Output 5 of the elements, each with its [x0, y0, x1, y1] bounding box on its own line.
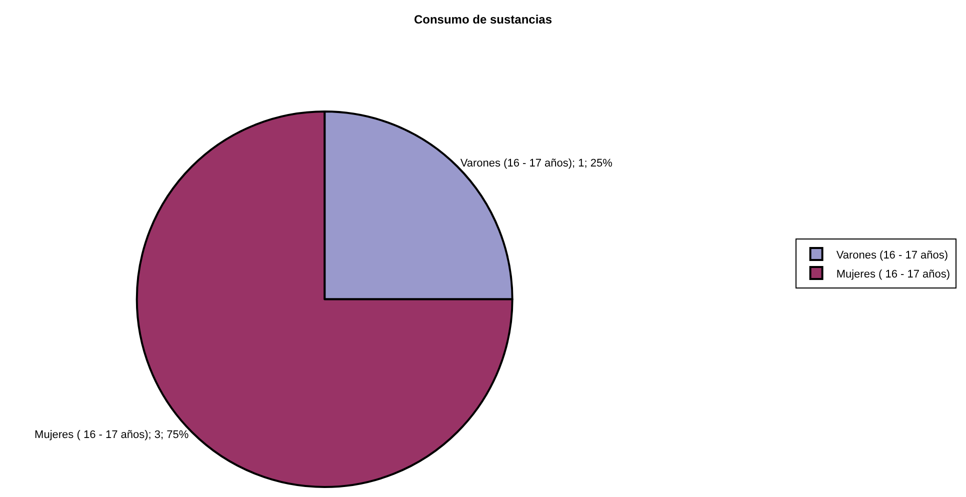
legend-label: Varones (16 - 17 años) — [836, 249, 948, 262]
chart-title: Consumo de sustancias — [414, 12, 552, 26]
legend-label: Mujeres ( 16 - 17 años) — [836, 268, 950, 280]
data-label: Varones (16 - 17 años); 1; 25% — [460, 158, 613, 170]
data-label: Mujeres ( 16 - 17 años); 3; 75% — [34, 429, 189, 442]
